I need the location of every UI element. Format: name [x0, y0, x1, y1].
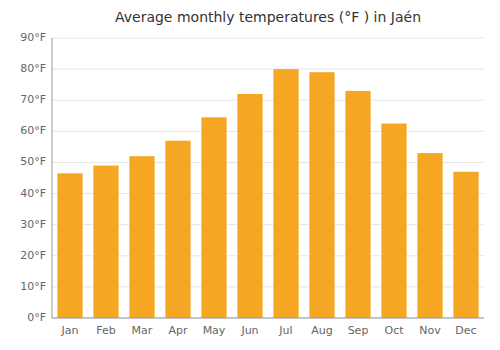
x-tick-label: Jun [240, 324, 258, 337]
x-tick-label: Aug [311, 324, 332, 337]
x-tick-label: Mar [132, 324, 153, 337]
x-axis: Jan Feb Mar Apr May Jun Jul Aug Sep Oct Nov Dec [61, 324, 477, 337]
grid-line [52, 100, 484, 101]
y-tick-label: 40°F [20, 187, 46, 200]
bar [345, 91, 370, 318]
bars [57, 69, 478, 318]
x-tick-label: Apr [168, 324, 188, 337]
y-axis: 0°F 10°F 20°F 30°F 40°F 50°F 60°F 70°F 80°F 90°F [20, 31, 46, 324]
chart-svg: Average monthly temperatures (°F ) in Ja… [0, 0, 500, 350]
bar [309, 72, 334, 318]
bar [57, 173, 82, 318]
y-axis-line [52, 38, 53, 318]
y-tick-label: 10°F [20, 280, 46, 293]
y-tick-label: 80°F [20, 62, 46, 75]
y-tick-label: 30°F [20, 218, 46, 231]
bar [417, 153, 442, 318]
bar [93, 166, 118, 318]
x-tick-label: Sep [348, 324, 369, 337]
x-tick-label: Nov [419, 324, 441, 337]
chart-container: Average monthly temperatures (°F ) in Ja… [0, 0, 500, 350]
bar [201, 117, 226, 318]
grid-line [52, 318, 484, 319]
x-tick-label: Jan [61, 324, 79, 337]
x-tick-label: Feb [96, 324, 115, 337]
grid-line [52, 131, 484, 132]
bar [453, 172, 478, 318]
grid [52, 38, 484, 318]
y-tick-label: 90°F [20, 31, 46, 44]
bar [273, 69, 298, 318]
bar [165, 141, 190, 318]
bar [381, 124, 406, 318]
x-tick-label: Jul [278, 324, 292, 337]
y-tick-label: 70°F [20, 93, 46, 106]
grid-line [52, 69, 484, 70]
grid-line [52, 38, 484, 39]
y-tick-label: 50°F [20, 155, 46, 168]
y-tick-label: 0°F [27, 311, 46, 324]
x-axis-line [52, 318, 484, 319]
x-tick-label: May [203, 324, 226, 337]
bar [237, 94, 262, 318]
y-tick-label: 20°F [20, 249, 46, 262]
x-tick-label: Oct [384, 324, 404, 337]
y-tick-label: 60°F [20, 124, 46, 137]
title: Average monthly temperatures (°F ) in Ja… [115, 9, 421, 25]
bar [129, 156, 154, 318]
x-tick-label: Dec [455, 324, 476, 337]
